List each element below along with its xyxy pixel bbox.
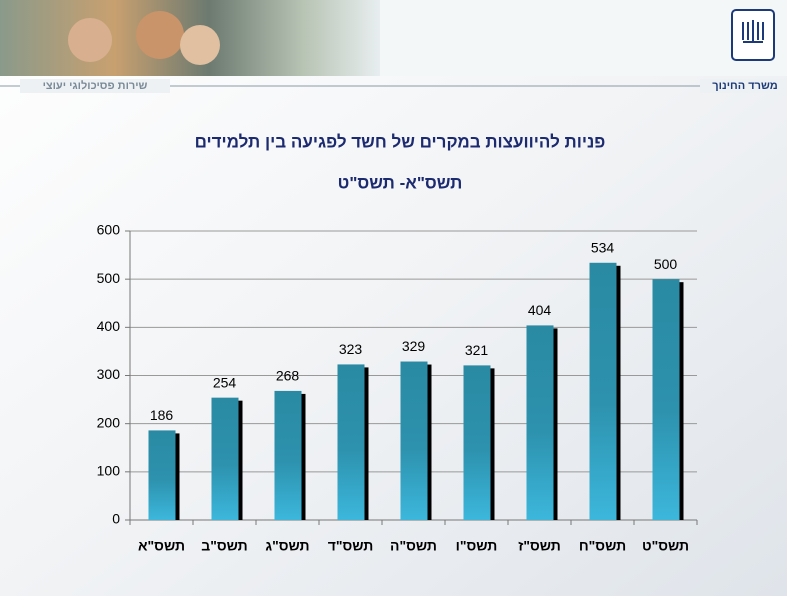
y-tick-label: 500: [97, 270, 121, 286]
header-right-text: משרד החינוך: [712, 80, 777, 92]
photo-face: [68, 18, 112, 62]
x-tick-label: תשס"ד: [328, 538, 374, 554]
x-tick-label: תשס"א: [138, 538, 185, 554]
value-label: 329: [402, 338, 426, 354]
value-label: 321: [465, 342, 489, 358]
bar: [212, 398, 239, 520]
photo-face: [180, 25, 220, 65]
bar: [401, 362, 428, 520]
y-tick-label: 0: [112, 511, 120, 527]
x-tick-label: תשס"ה: [390, 538, 437, 554]
y-tick-label: 200: [97, 414, 121, 430]
value-label: 268: [276, 368, 300, 384]
x-tick-label: תשס"ח: [579, 538, 626, 554]
x-tick-label: תשס"ג: [265, 538, 309, 554]
y-tick-label: 400: [97, 318, 121, 334]
bar: [464, 365, 491, 520]
value-label: 404: [528, 302, 552, 318]
value-label: 500: [654, 256, 678, 272]
slide: שירות פסיכולוגי יעוצי משרד החינוך פניות …: [0, 0, 787, 596]
bar: [275, 391, 302, 520]
x-tick-label: תשס"ט: [642, 538, 689, 554]
bar: [338, 364, 365, 520]
x-tick-label: תשס"ז: [518, 538, 561, 554]
header-left-text: שירות פסיכולוגי יעוצי: [43, 79, 148, 92]
y-tick-label: 300: [97, 366, 121, 382]
value-label: 323: [339, 341, 363, 357]
value-label: 534: [591, 239, 615, 255]
x-tick-label: תשס"ו: [456, 538, 498, 554]
bar: [149, 430, 176, 520]
y-tick-label: 600: [97, 222, 121, 238]
value-label: 254: [213, 374, 237, 390]
bar: [527, 325, 554, 520]
photo-face: [136, 11, 184, 59]
bar: [590, 263, 617, 520]
chart-title: פניות להיוועצות במקרים של חשד לפגיעה בין…: [195, 132, 606, 151]
x-tick-label: תשס"ב: [201, 538, 247, 554]
bar: [653, 279, 680, 520]
chart-subtitle: תשס"א- תשס"ט: [338, 173, 463, 192]
value-label: 186: [150, 407, 174, 423]
y-tick-label: 100: [97, 463, 121, 479]
